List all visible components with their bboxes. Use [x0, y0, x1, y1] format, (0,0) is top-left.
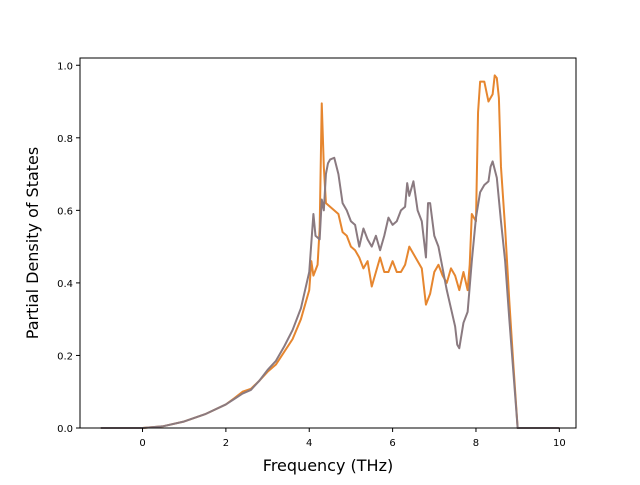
- x-tick-label: 2: [223, 438, 229, 449]
- x-tick-label: 10: [553, 438, 566, 449]
- series-layer: [100, 74, 560, 429]
- x-tick-label: 6: [389, 438, 395, 449]
- y-tick-label: 0.8: [57, 134, 73, 145]
- axes-frame: [79, 57, 577, 429]
- series-line-2: [100, 156, 560, 429]
- x-axis-ticks: 0 2 4 6 8 10: [139, 428, 566, 449]
- y-tick-label: 1.0: [57, 61, 73, 72]
- y-axis-title: Partial Density of States: [23, 147, 42, 339]
- y-tick-label: 0.0: [57, 424, 73, 435]
- x-tick-label: 0: [139, 438, 145, 449]
- y-tick-label: 0.6: [57, 206, 73, 217]
- y-axis-ticks: 0.0 0.2 0.4 0.6 0.8 1.0: [57, 61, 80, 435]
- y-tick-label: 0.4: [57, 279, 73, 290]
- x-tick-label: 8: [473, 438, 479, 449]
- x-axis-title: Frequency (THz): [263, 456, 393, 475]
- y-tick-label: 0.2: [57, 351, 73, 362]
- x-tick-label: 4: [306, 438, 312, 449]
- series-line-1: [100, 74, 560, 429]
